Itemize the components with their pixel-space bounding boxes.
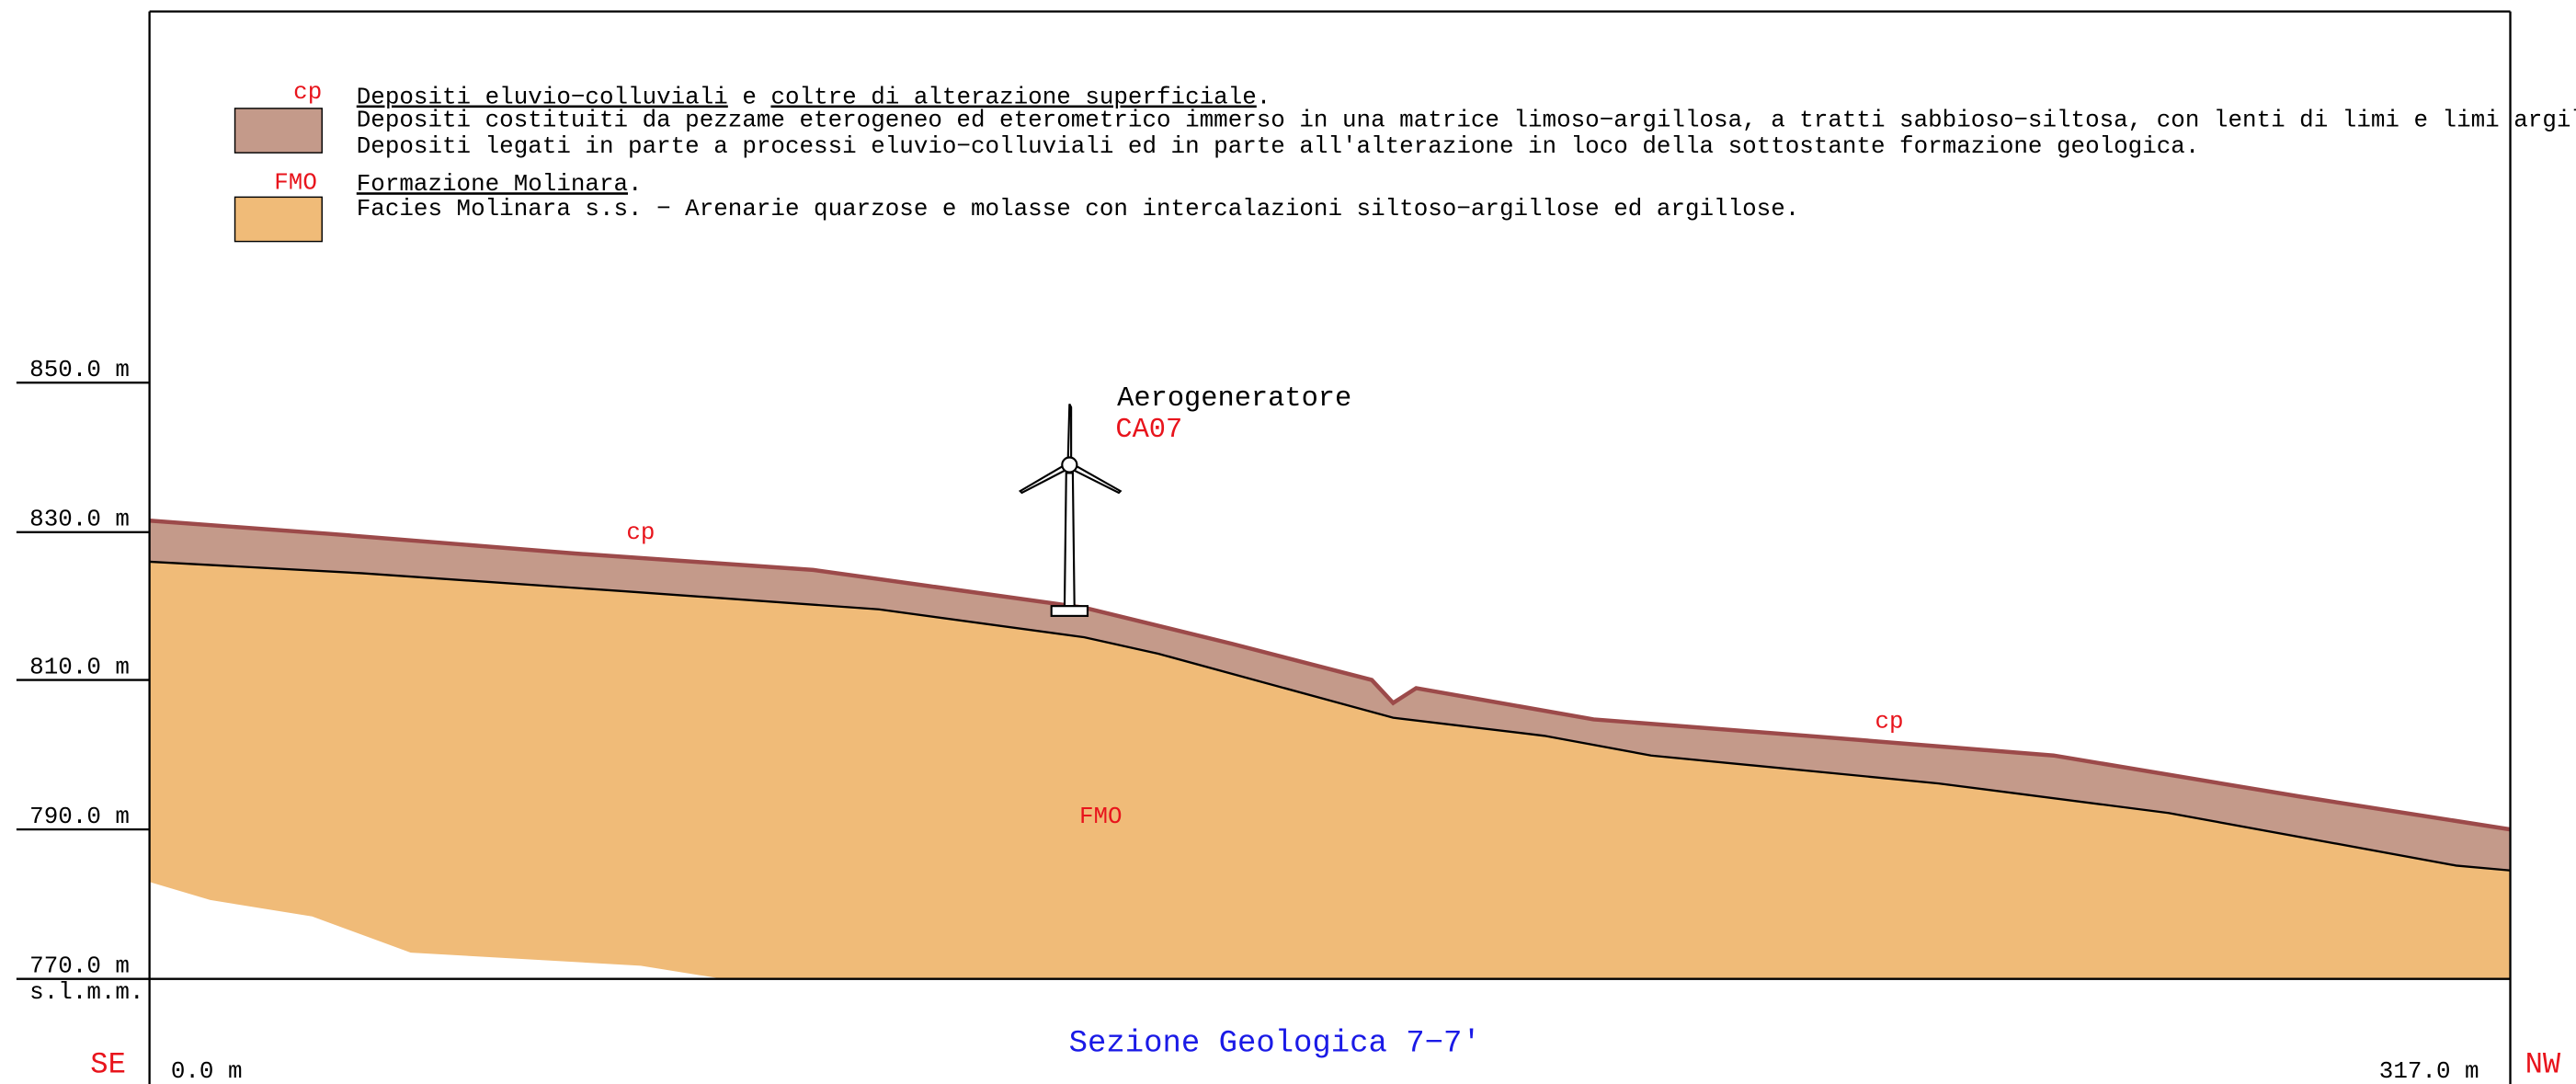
section-title: Sezione Geologica 7−7' <box>1069 1026 1481 1061</box>
direction-label: SE <box>90 1048 126 1082</box>
elevation-label: 790.0 m <box>29 803 130 830</box>
legend-title: Formazione Molinara. <box>357 170 643 198</box>
legend-text: Depositi legati in parte a processi eluv… <box>357 132 2200 160</box>
distance-label: 0.0 m <box>171 1057 243 1084</box>
elevation-label: 830.0 m <box>29 506 130 533</box>
layer-label: FMO <box>1079 803 1123 830</box>
elevation-label: 850.0 m <box>29 356 130 383</box>
legend-swatch <box>234 196 323 243</box>
legend-swatch <box>234 108 323 154</box>
legend-title-part: e <box>728 84 771 111</box>
distance-label: 317.0 m <box>2379 1057 2479 1084</box>
legend-text: Depositi costituiti da pezzame eterogene… <box>357 107 2576 134</box>
layer-label: cp <box>1875 707 1903 735</box>
legend-text: Facies Molinara s.s. − Arenarie quarzose… <box>357 195 1800 223</box>
wind-turbine <box>1018 403 1123 617</box>
frame <box>16 10 2512 1084</box>
legend-title-part: Depositi eluvio−colluviali <box>357 84 728 111</box>
legend-title-part: coltre di alterazione superficiale <box>770 84 1256 111</box>
cp-layer <box>149 520 2511 871</box>
ground-surface <box>149 519 2511 832</box>
direction-label: NW <box>2525 1048 2561 1082</box>
fmo-layer <box>149 561 2511 979</box>
elevation-label: 770.0 m <box>29 953 130 980</box>
legend-title-part: Formazione Molinara <box>357 170 628 198</box>
contact-line <box>149 560 2511 872</box>
turbine-code: CA07 <box>1115 415 1182 446</box>
legend-title-part: . <box>628 170 643 198</box>
elevation-label: 810.0 m <box>29 653 130 680</box>
legend-code: cp <box>293 78 322 106</box>
turbine-label: Aerogeneratore <box>1117 383 1351 415</box>
datum-label: s.l.m.m. <box>29 978 143 1006</box>
legend-title: Depositi eluvio−colluviali e coltre di a… <box>357 84 1271 111</box>
legend-code: FMO <box>274 168 317 196</box>
legend-title-part: . <box>1257 84 1271 111</box>
layer-label: cp <box>626 519 655 546</box>
